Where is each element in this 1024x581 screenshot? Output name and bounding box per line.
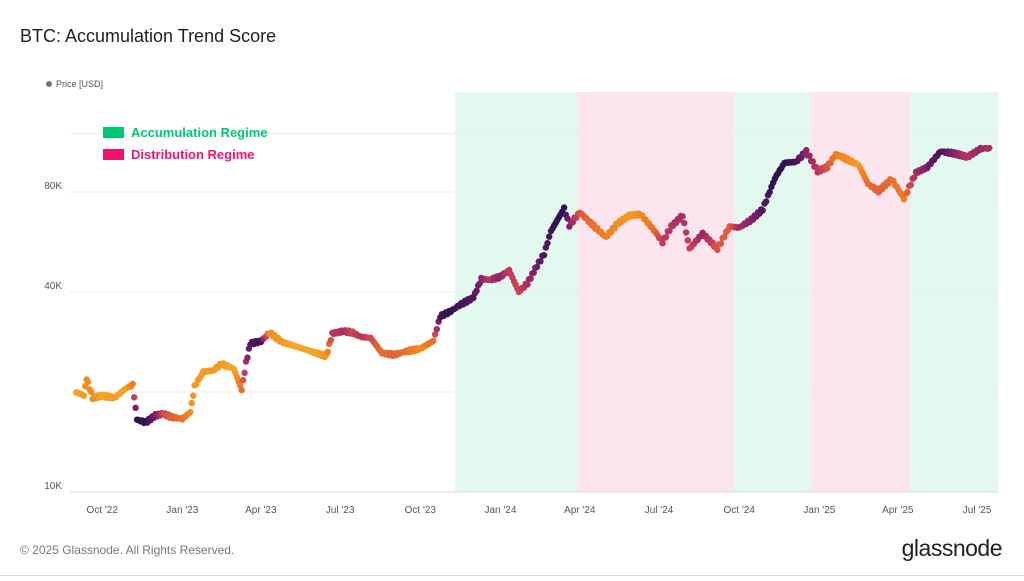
x-tick-label: Oct '24	[724, 505, 756, 516]
price-point	[566, 223, 573, 230]
x-tick-label: Jul '23	[326, 505, 355, 516]
price-point	[907, 181, 915, 189]
price-point	[986, 144, 993, 152]
price-point	[809, 158, 816, 165]
y-tick-label: 80K	[44, 181, 62, 192]
price-point	[721, 233, 728, 241]
price-point	[327, 337, 334, 344]
price-point	[662, 234, 670, 241]
price-legend[interactable]: Price [USD]	[46, 79, 103, 89]
price-legend-dot	[46, 81, 52, 87]
price-point	[530, 269, 537, 276]
price-point	[188, 399, 195, 407]
price-point	[684, 237, 691, 244]
price-point	[537, 258, 544, 265]
price-point	[187, 408, 194, 416]
price-point	[806, 152, 813, 159]
price-point	[80, 392, 88, 399]
price-point	[681, 219, 688, 227]
x-tick-label: Oct '22	[87, 505, 119, 516]
price-point	[911, 174, 918, 181]
price-point	[132, 404, 139, 411]
price-point	[759, 207, 766, 214]
price-point	[324, 348, 331, 356]
price-point	[129, 380, 136, 388]
price-point	[433, 326, 440, 333]
regime-legend-swatch	[103, 149, 124, 160]
price-point	[890, 177, 897, 184]
price-point	[238, 386, 245, 394]
price-point	[84, 378, 92, 386]
price-point	[659, 240, 666, 247]
price-point	[87, 388, 95, 395]
price-point	[524, 281, 531, 288]
price-point	[244, 354, 251, 361]
price-point	[666, 227, 673, 234]
x-tick-label: Jul '24	[645, 505, 674, 516]
x-tick-label: Oct '23	[405, 505, 437, 516]
x-tick-label: Jan '23	[166, 505, 198, 516]
price-point	[431, 331, 439, 338]
price-point	[131, 394, 138, 401]
price-point	[766, 188, 773, 196]
glassnode-logo[interactable]: glassnode	[901, 535, 1003, 561]
price-point	[560, 204, 568, 211]
x-tick-label: Jul '25	[963, 505, 992, 516]
price-point	[717, 240, 725, 247]
x-tick-label: Apr '25	[882, 505, 914, 516]
y-tick-label: 10K	[44, 481, 62, 492]
regime-legend-label: Accumulation Regime	[131, 125, 268, 140]
x-tick-label: Jan '25	[803, 505, 835, 516]
x-tick-label: Apr '24	[564, 505, 596, 516]
price-point	[682, 229, 690, 236]
price-point	[239, 376, 247, 384]
regime-legend-swatch	[103, 127, 124, 138]
price-point	[473, 287, 480, 294]
price-point	[900, 196, 908, 203]
price-point	[540, 252, 548, 259]
x-tick-label: Jan '24	[484, 505, 516, 516]
price-point	[904, 189, 911, 196]
regime-legend-label: Distribution Regime	[131, 147, 255, 162]
price-point	[714, 246, 721, 254]
price-point	[803, 146, 810, 154]
price-point	[190, 392, 197, 399]
y-tick-label: 40K	[44, 281, 62, 292]
chart-title: BTC: Accumulation Trend Score	[20, 26, 277, 46]
price-point	[527, 275, 534, 282]
price-point	[546, 233, 553, 240]
price-point	[544, 240, 551, 247]
price-point	[824, 165, 831, 172]
price-point	[679, 213, 686, 220]
copyright-text: © 2025 Glassnode. All Rights Reserved.	[20, 543, 235, 557]
x-tick-label: Apr '23	[245, 505, 277, 516]
price-point	[533, 263, 541, 271]
price-legend-label: Price [USD]	[56, 79, 104, 89]
price-point	[430, 337, 437, 344]
price-point	[241, 369, 248, 376]
price-point	[763, 198, 770, 205]
